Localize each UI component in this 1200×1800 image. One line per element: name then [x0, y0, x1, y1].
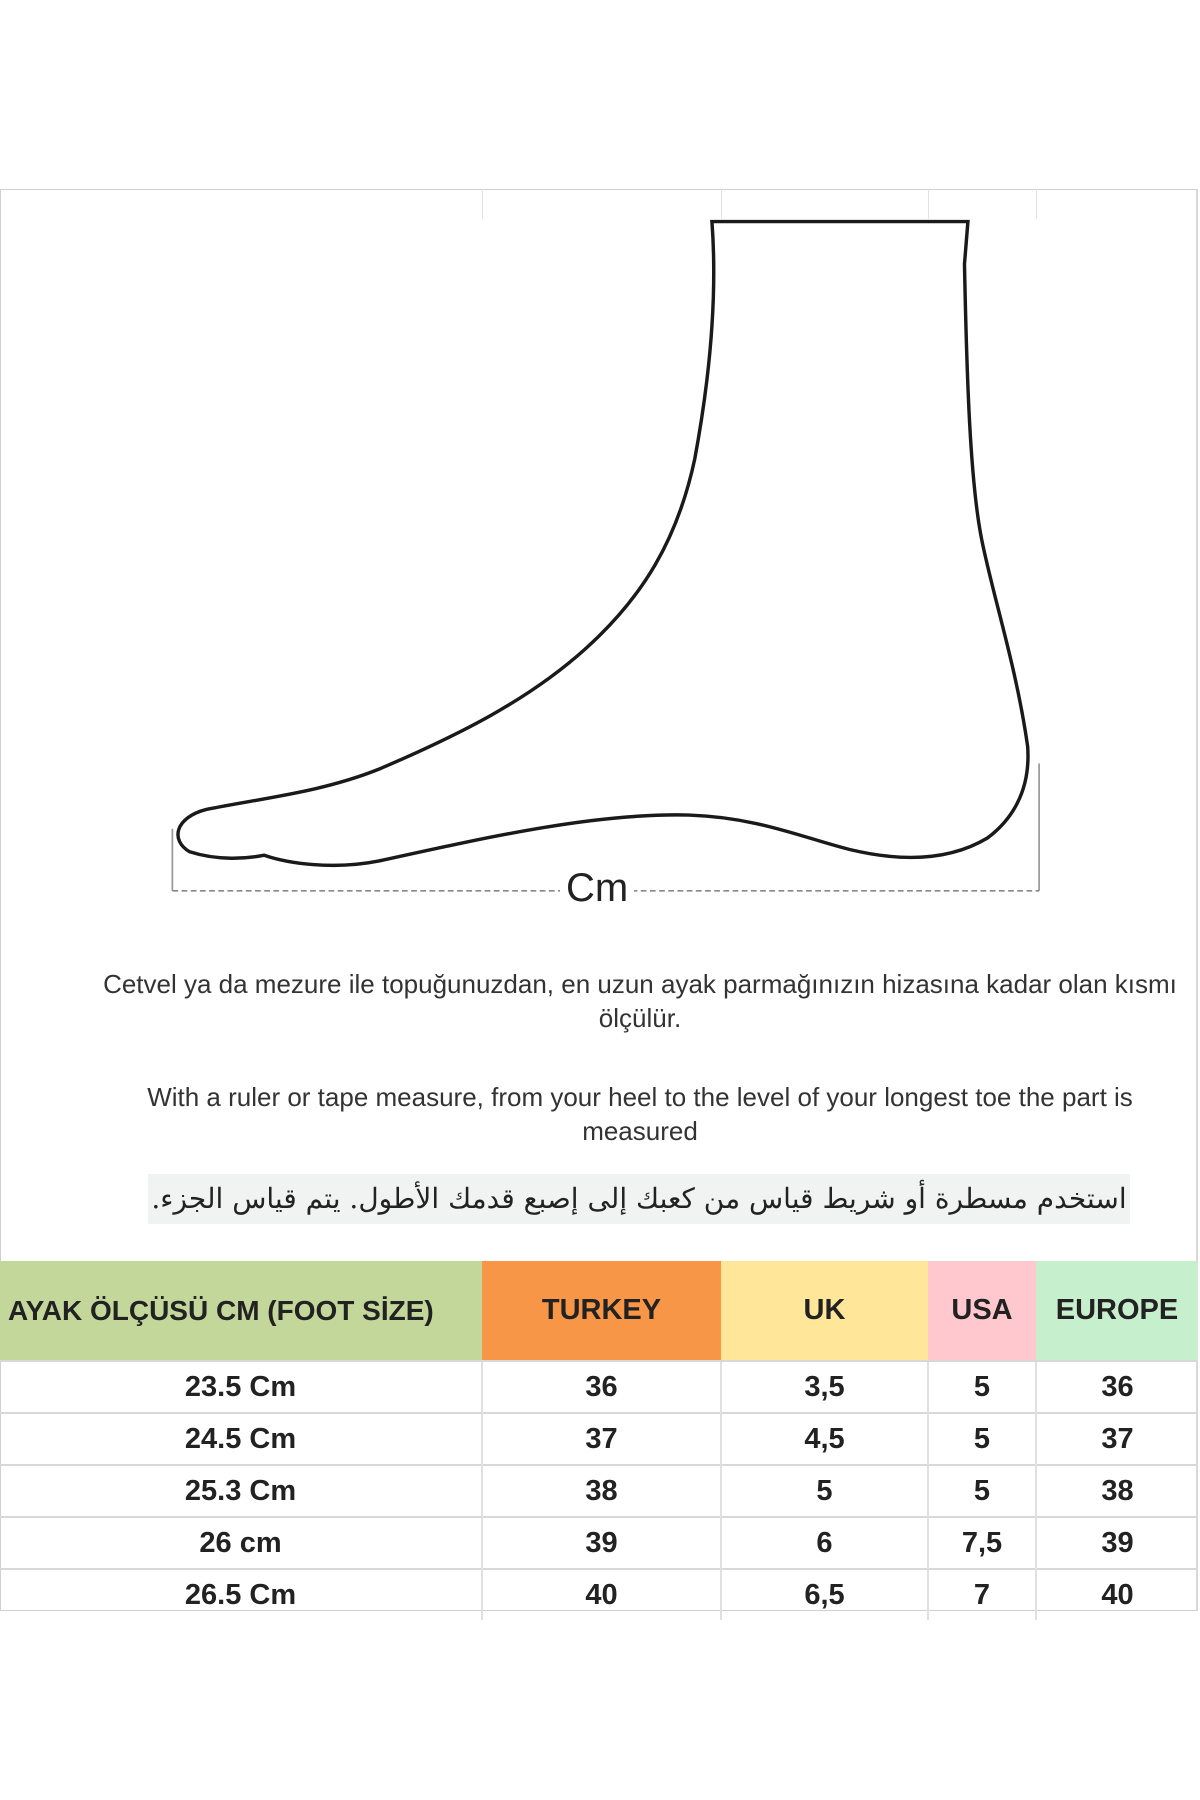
table-cell: 36	[481, 1360, 721, 1413]
table-cell: 40	[481, 1568, 721, 1620]
table-cell: 6	[720, 1516, 928, 1569]
instruction-english: With a ruler or tape measure, from your …	[147, 1082, 1133, 1146]
table-body: 23.5 Cm 36 3,5 5 36 24.5 Cm 37 4,5 5 37 25.3 Cm 38 5…	[0, 1360, 1198, 1620]
table-cell: 5	[720, 1464, 928, 1517]
table-cell: 5	[927, 1360, 1036, 1413]
instruction-arabic: استخدم مسطرة أو شريط قياس من كعبك إلى إص…	[148, 1174, 1130, 1224]
table-cell: 25.3 Cm	[0, 1464, 482, 1517]
grid-line	[928, 189, 929, 219]
size-table: AYAK ÖLÇÜSÜ CM (FOOT SİZE) TURKEY UK USA EUR…	[0, 1261, 1198, 1620]
table-cell: 37	[481, 1412, 721, 1465]
table-cell: 36	[1035, 1360, 1198, 1413]
measure-label: Cm	[560, 866, 635, 911]
column-header: UK	[721, 1261, 928, 1361]
table-cell: 5	[927, 1464, 1036, 1517]
table-cell: 26 cm	[0, 1516, 482, 1569]
table-row: 24.5 Cm 37 4,5 5 37	[0, 1412, 1198, 1465]
table-cell: 39	[1035, 1516, 1198, 1569]
table-cell: 40	[1035, 1568, 1198, 1620]
grid-line	[721, 189, 722, 219]
table-cell: 26.5 Cm	[0, 1568, 482, 1620]
grid-line	[1036, 189, 1037, 219]
table-cell: 23.5 Cm	[0, 1360, 482, 1413]
table-cell: 37	[1035, 1412, 1198, 1465]
foot-outline	[176, 219, 1030, 868]
table-cell: 7	[927, 1568, 1036, 1620]
table-cell: 3,5	[720, 1360, 928, 1413]
instruction-turkish: Cetvel ya da mezure ile topuğunuzdan, en…	[103, 969, 1177, 1033]
column-header: USA	[928, 1261, 1036, 1361]
table-row: 26 cm 39 6 7,5 39	[0, 1516, 1198, 1569]
table-header-row: AYAK ÖLÇÜSÜ CM (FOOT SİZE) TURKEY UK USA EUR…	[0, 1261, 1198, 1361]
table-row: 25.3 Cm 38 5 5 38	[0, 1464, 1198, 1517]
column-header: TURKEY	[482, 1261, 721, 1361]
table-cell: 4,5	[720, 1412, 928, 1465]
table-cell: 24.5 Cm	[0, 1412, 482, 1465]
table-cell: 38	[481, 1464, 721, 1517]
table-row: 26.5 Cm 40 6,5 7 40	[0, 1568, 1198, 1620]
table-cell: 5	[927, 1412, 1036, 1465]
table-cell: 7,5	[927, 1516, 1036, 1569]
table-cell: 39	[481, 1516, 721, 1569]
grid-line	[482, 189, 483, 219]
table-row: 23.5 Cm 36 3,5 5 36	[0, 1360, 1198, 1413]
table-cell: 38	[1035, 1464, 1198, 1517]
table-cell: 6,5	[720, 1568, 928, 1620]
column-header: EUROPE	[1036, 1261, 1198, 1361]
column-header: AYAK ÖLÇÜSÜ CM (FOOT SİZE)	[0, 1261, 482, 1361]
